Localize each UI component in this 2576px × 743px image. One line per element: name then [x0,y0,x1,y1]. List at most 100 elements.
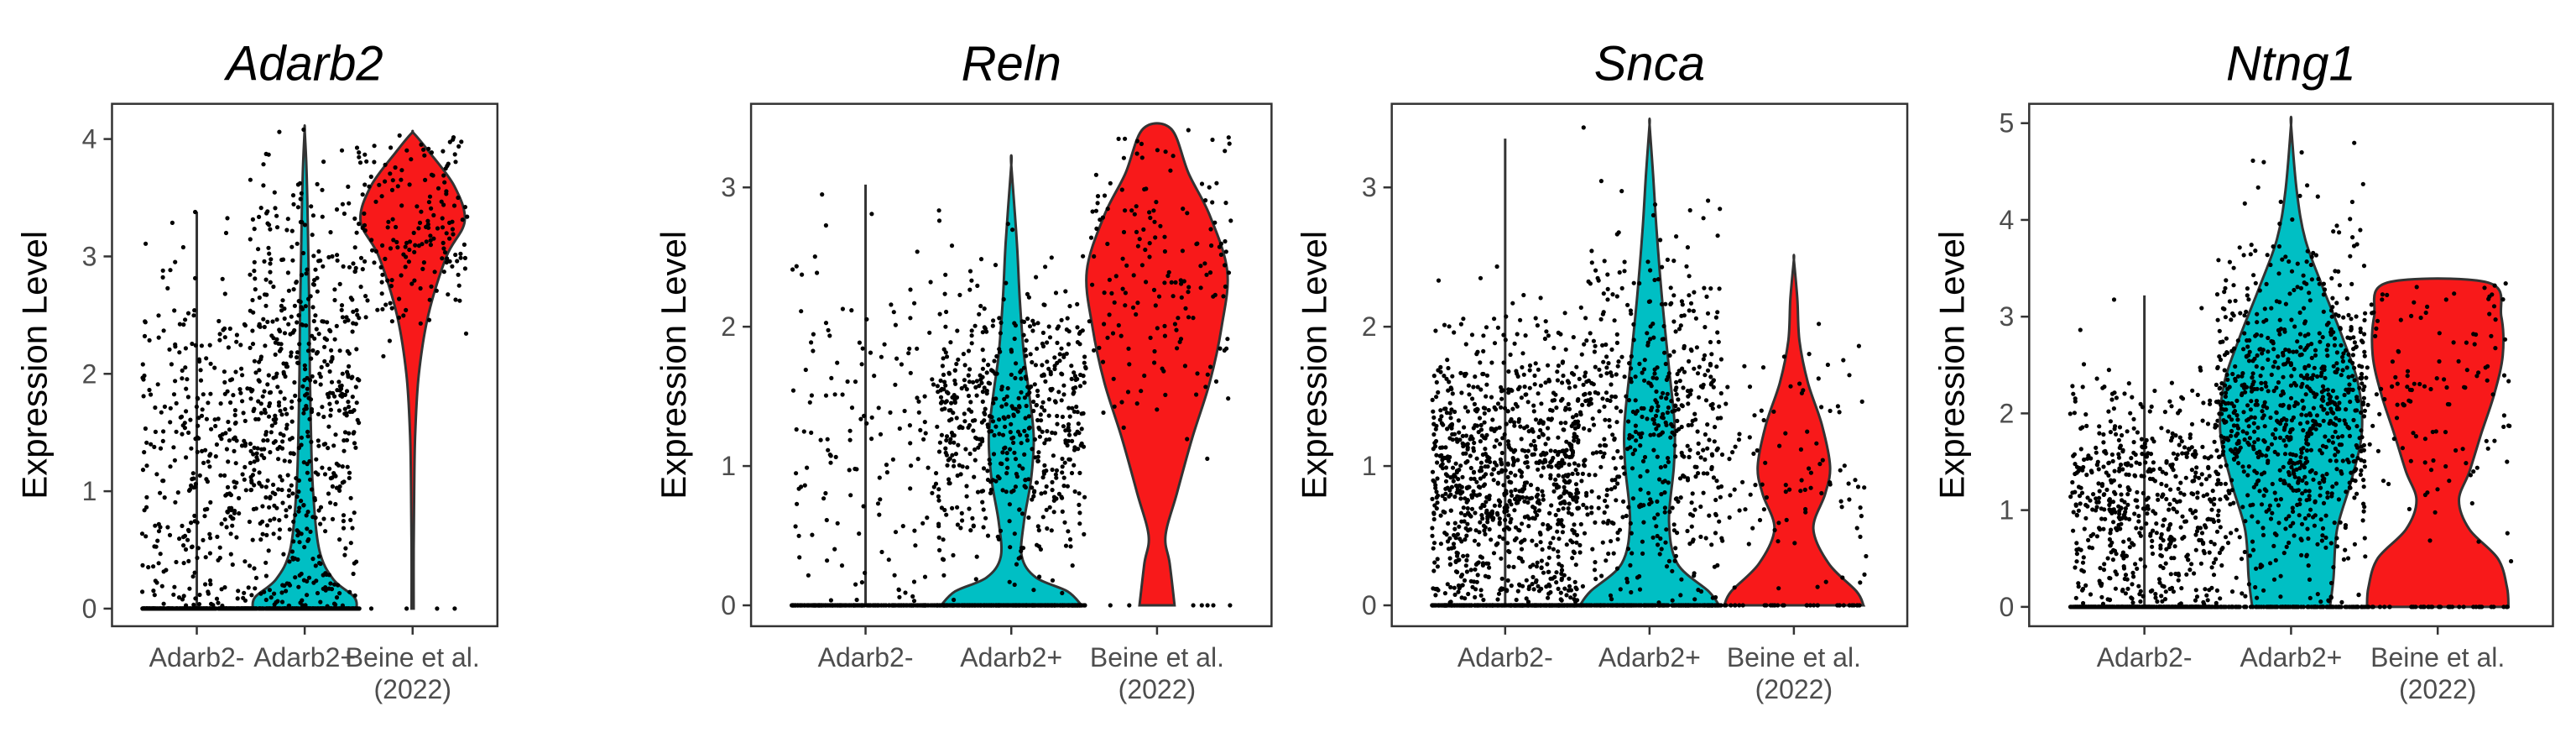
data-point [1533,510,1538,515]
data-point [1506,390,1511,395]
data-point [1526,428,1531,434]
data-point [1148,335,1153,340]
data-point [1599,573,1604,578]
data-point [1520,583,1525,589]
data-point [1112,300,1117,305]
data-point [1199,181,1205,186]
data-point [1194,392,1199,397]
data-point [854,467,859,472]
data-point [928,280,933,285]
data-point [263,494,269,500]
y-tick-label: 0 [721,590,736,620]
data-point [1450,374,1455,379]
data-point [1559,571,1564,577]
data-point [1107,277,1112,282]
data-point [206,459,211,464]
data-point [303,367,308,372]
data-point [1551,536,1556,541]
data-point [1033,363,1038,368]
data-point [1600,343,1605,348]
data-point [1014,562,1019,567]
data-point [254,451,259,456]
data-point [1155,407,1160,412]
data-point [353,322,358,327]
y-tick-label: 2 [82,358,97,389]
data-point [160,275,165,280]
data-point [1682,369,1687,374]
data-point [1083,366,1088,371]
data-point [1456,477,1461,482]
data-point [1163,149,1168,154]
data-point [1469,332,1475,337]
data-point [304,323,309,328]
data-point [290,491,295,496]
data-point [1465,505,1470,511]
data-point [1662,510,1667,515]
data-point [393,165,398,170]
data-point [1077,603,1083,608]
data-point [1438,513,1443,518]
data-point [941,573,946,578]
data-point [859,362,864,367]
data-point [955,328,960,333]
data-point [1530,429,1536,434]
data-point [1532,603,1537,608]
data-point [952,378,957,383]
data-point [285,217,290,222]
data-point [1464,569,1469,574]
data-point [321,516,326,521]
data-point [1512,508,1517,513]
data-point [1110,331,1116,336]
data-point [1505,474,1510,479]
data-point [383,302,388,307]
data-point [1177,339,1182,344]
data-point [165,525,170,530]
data-point [1449,407,1454,412]
data-point [1000,450,1005,455]
data-point [320,187,325,192]
data-point [1546,426,1551,431]
data-point [299,442,304,447]
data-point [1186,128,1191,133]
data-point [193,209,198,215]
data-point [180,244,185,250]
data-point [1459,484,1464,489]
data-point [323,529,328,534]
data-point [858,416,863,421]
data-point [1461,317,1466,322]
data-point [1573,562,1578,568]
data-point [429,150,434,155]
data-point [193,343,198,348]
data-point [973,323,978,328]
data-point [1107,312,1112,317]
data-point [1715,233,1720,238]
data-point [229,508,234,513]
data-point [360,192,365,197]
data-point [287,437,293,442]
data-point [289,483,294,488]
data-point [1040,475,1046,480]
data-point [373,249,378,254]
data-point [253,575,259,581]
data-point [212,365,217,370]
data-point [1543,380,1548,385]
data-point [233,461,238,466]
data-point [284,508,289,513]
data-point [295,494,300,500]
data-point [275,447,280,452]
data-point [1478,422,1484,427]
data-point [342,411,347,416]
data-point [1498,500,1503,505]
data-point [1566,506,1571,511]
data-point [347,431,352,436]
data-point [173,500,178,505]
data-point [174,429,179,434]
data-point [1472,538,1478,543]
data-point [296,299,301,304]
data-point [1478,387,1484,392]
data-point [1489,472,1494,477]
data-point [409,157,414,162]
data-point [907,346,912,351]
data-point [329,587,335,592]
data-point [1000,488,1005,493]
